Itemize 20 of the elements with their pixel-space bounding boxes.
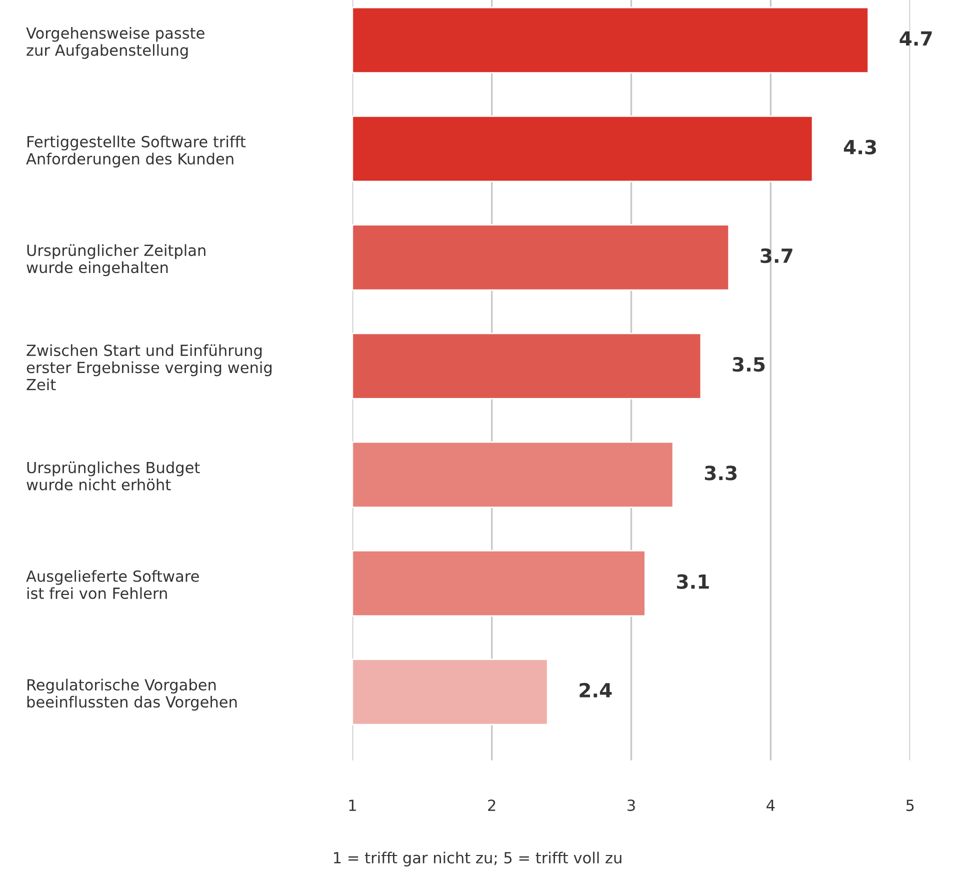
- x-tick-label: 3: [628, 800, 635, 812]
- data-label: 3.3: [704, 466, 737, 480]
- data-label: 4.3: [844, 140, 876, 154]
- data-label: 3.1: [677, 574, 709, 589]
- y-tick-label: Ursprüngliches Budget wurde nicht erhöht: [26, 461, 200, 490]
- x-tick-label: 2: [488, 800, 496, 811]
- data-label: 2.4: [580, 682, 612, 698]
- y-tick-label: Regulatorische Vorgaben beeinflussten das Vorgehen: [27, 678, 237, 711]
- x-tick-label: 1: [349, 800, 356, 811]
- data-label: 3.7: [760, 248, 792, 264]
- data-label: 3.5: [732, 356, 765, 372]
- data-label: 4.7: [900, 31, 932, 46]
- x-tick-label: 5: [906, 800, 914, 812]
- y-tick-label: Vorgehensweise passte zur Aufgabenstellung: [26, 26, 204, 59]
- y-tick-label: Ausgelieferte Software ist frei von Fehlern: [26, 570, 199, 600]
- y-tick-label: Fertiggestellte Software trifft Anforderungen des Kunden: [26, 136, 246, 168]
- x-tick-label: 4: [766, 800, 775, 811]
- text: 1 = trifft gar nicht zu; 5 = trifft voll zu: [334, 852, 622, 866]
- y-tick-label: Zwischen Start und Einführung erster Ergebnisse verging wenig Zeit: [26, 344, 272, 390]
- y-tick-label: Ursprünglicher Zeitplan wurde eingehalten: [26, 244, 206, 276]
